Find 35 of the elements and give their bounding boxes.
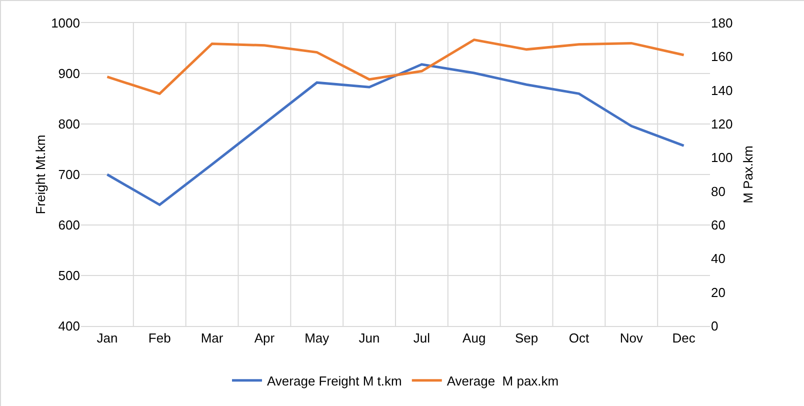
y-tick-label: 500	[58, 268, 80, 284]
x-tick-label: Nov	[620, 330, 644, 346]
x-tick-label: Feb	[148, 330, 171, 346]
y2-tick-label: 160	[711, 49, 733, 64]
x-tick-label: Mar	[200, 330, 224, 346]
y2-tick-label: 40	[711, 251, 726, 266]
y2-tick-label: 0	[711, 318, 718, 334]
x-tick-label: Sep	[514, 330, 538, 346]
x-tick-label: May	[304, 330, 330, 346]
y2-tick-label: 120	[711, 116, 733, 132]
y-axis-title: Freight Mt.km	[33, 134, 48, 214]
x-tick-label: Dec	[672, 330, 696, 346]
y-tick-label: 700	[58, 167, 80, 182]
line-series	[106, 38, 686, 95]
y2-axis-title: M Pax.km	[740, 146, 756, 204]
y2-tick-label: 140	[711, 82, 733, 98]
x-tick-label: Aug	[462, 330, 486, 346]
y2-tick-label: 80	[711, 184, 726, 199]
legend-label: Average Freight M t.km	[267, 373, 402, 388]
y-tick-label: 800	[58, 116, 80, 132]
y2-tick-label: 20	[711, 284, 726, 300]
y2-tick-label: 180	[711, 16, 733, 31]
y-tick-label: 1000	[51, 16, 80, 31]
x-tick-label: Apr	[254, 330, 276, 346]
y-tick-label: 900	[58, 66, 80, 82]
y2-tick-label: 100	[711, 150, 733, 166]
y-tick-label: 600	[58, 218, 80, 233]
y2-tick-label: 60	[711, 218, 726, 233]
y-tick-label: 400	[58, 318, 80, 334]
x-tick-label: Oct	[568, 330, 590, 346]
legend-label: Average M pax.km	[446, 373, 559, 388]
x-tick-label: Jul	[413, 330, 430, 346]
x-tick-label: Jun	[358, 330, 380, 346]
x-tick-label: Jan	[96, 330, 118, 346]
line-series	[106, 63, 686, 206]
